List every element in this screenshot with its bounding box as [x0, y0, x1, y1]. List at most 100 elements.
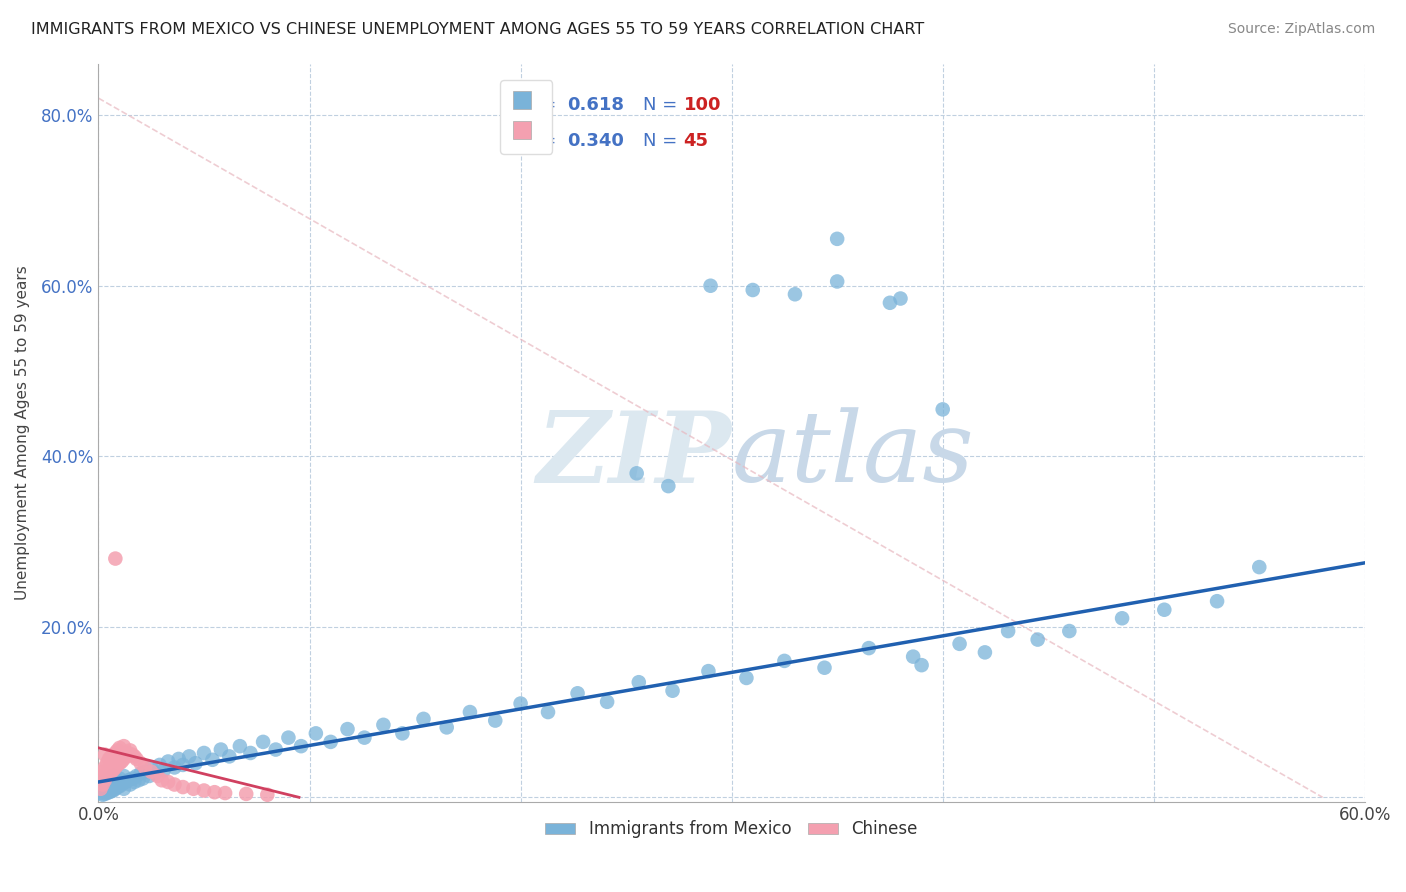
Point — [163, 760, 186, 774]
Point — [125, 752, 148, 766]
Point — [124, 775, 146, 789]
Point — [104, 746, 127, 760]
Point — [115, 749, 138, 764]
Point — [107, 773, 129, 788]
Y-axis label: Unemployment Among Ages 55 to 59 years: Unemployment Among Ages 55 to 59 years — [15, 266, 30, 600]
Point — [153, 763, 176, 777]
Point — [218, 749, 240, 764]
Point — [773, 654, 796, 668]
Point — [94, 773, 117, 788]
Point — [290, 739, 312, 753]
Point — [627, 675, 650, 690]
Point — [783, 287, 806, 301]
Point — [117, 773, 139, 788]
Point — [100, 749, 122, 764]
Point — [141, 760, 163, 774]
Point — [103, 747, 125, 762]
Point — [98, 785, 121, 799]
Point — [157, 775, 180, 789]
Point — [129, 766, 152, 780]
Point — [252, 735, 274, 749]
Point — [112, 739, 135, 753]
Point — [125, 769, 148, 783]
Point — [104, 781, 127, 796]
Point — [96, 773, 118, 788]
Point — [112, 752, 135, 766]
Point — [132, 772, 155, 786]
Point — [879, 295, 901, 310]
Point — [121, 772, 143, 786]
Point — [90, 769, 112, 783]
Point — [484, 714, 506, 728]
Point — [94, 778, 117, 792]
Point — [104, 775, 127, 789]
Point — [596, 695, 619, 709]
Point — [183, 781, 205, 796]
Point — [138, 769, 160, 783]
Point — [974, 645, 997, 659]
Point — [163, 778, 186, 792]
Point — [128, 773, 150, 788]
Point — [567, 686, 589, 700]
Point — [149, 758, 172, 772]
Point — [697, 664, 720, 678]
Point — [112, 769, 135, 783]
Point — [412, 712, 434, 726]
Point — [91, 781, 114, 796]
Point — [91, 764, 114, 779]
Point — [117, 746, 139, 760]
Point — [229, 739, 252, 753]
Text: N =: N = — [643, 133, 683, 151]
Point — [997, 624, 1019, 638]
Point — [948, 637, 970, 651]
Text: 100: 100 — [683, 95, 721, 113]
Point — [112, 781, 135, 796]
Point — [825, 232, 848, 246]
Point — [661, 683, 683, 698]
Point — [858, 641, 880, 656]
Point — [741, 283, 763, 297]
Point — [931, 402, 953, 417]
Point — [100, 764, 122, 779]
Point — [256, 788, 278, 802]
Point — [107, 780, 129, 794]
Point — [100, 779, 122, 793]
Point — [98, 781, 121, 796]
Point — [209, 742, 232, 756]
Point — [436, 720, 458, 734]
Point — [201, 753, 224, 767]
Point — [172, 758, 194, 772]
Point — [91, 778, 114, 792]
Point — [657, 479, 679, 493]
Point — [94, 783, 117, 797]
Point — [103, 783, 125, 797]
Text: 45: 45 — [683, 133, 709, 151]
Point — [825, 275, 848, 289]
Point — [134, 764, 156, 779]
Text: 0.340: 0.340 — [567, 133, 624, 151]
Point — [96, 756, 118, 771]
Point — [1153, 603, 1175, 617]
Text: ZIP: ZIP — [537, 407, 731, 503]
Point — [193, 783, 215, 797]
Point — [146, 769, 169, 783]
Point — [111, 755, 134, 769]
Point — [129, 756, 152, 771]
Point — [172, 780, 194, 794]
Point — [458, 705, 481, 719]
Point — [124, 749, 146, 764]
Point — [103, 778, 125, 792]
Point — [96, 786, 118, 800]
Point — [120, 778, 142, 792]
Point — [699, 278, 721, 293]
Point — [373, 718, 395, 732]
Point — [157, 755, 180, 769]
Point — [214, 786, 236, 800]
Text: IMMIGRANTS FROM MEXICO VS CHINESE UNEMPLOYMENT AMONG AGES 55 TO 59 YEARS CORRELA: IMMIGRANTS FROM MEXICO VS CHINESE UNEMPL… — [31, 22, 924, 37]
Point — [108, 756, 131, 771]
Point — [184, 756, 207, 771]
Point — [277, 731, 299, 745]
Point — [204, 785, 226, 799]
Point — [626, 467, 648, 481]
Point — [94, 760, 117, 774]
